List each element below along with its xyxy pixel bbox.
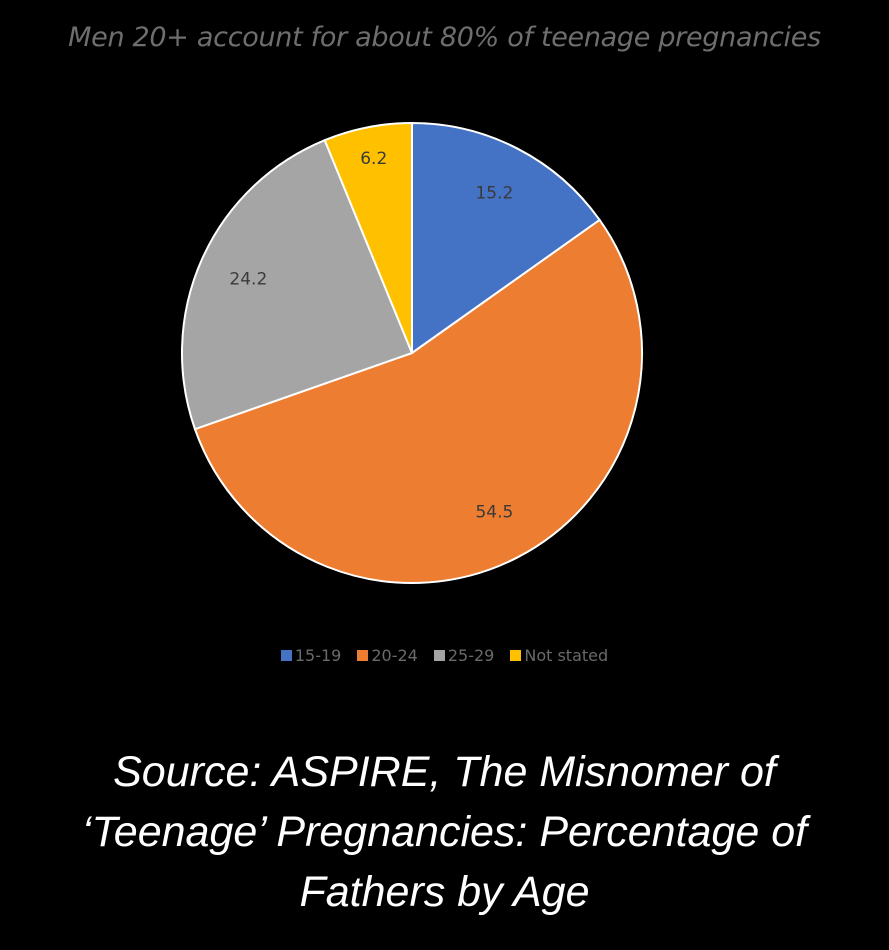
data-label-15-19: 15.2 — [475, 184, 513, 204]
legend-item-20-24: 20-24 — [357, 646, 418, 665]
source-line-3: Fathers by Age — [299, 868, 590, 916]
pie-slice-20-24 — [193, 218, 643, 584]
legend-label-not-stated: Not stated — [524, 646, 609, 665]
data-label-20-24: 54.5 — [475, 502, 513, 522]
legend-item-15-19: 15-19 — [280, 646, 342, 665]
legend-swatch-15-19 — [280, 650, 292, 661]
pie-slice-15-19 — [411, 121, 602, 355]
chart-title: Men 20+ account for about 80% of teenage… — [68, 22, 821, 53]
legend-swatch-25-29 — [433, 650, 445, 661]
pie-chart: 15.2 54.5 24.2 6.2 — [181, 121, 643, 584]
pie-slice-not-stated — [323, 121, 413, 354]
legend: 15-19 20-24 25-29 Not stated — [0, 646, 889, 665]
source-line-2: ‘Teenage’ Pregnancies: Percentage of — [81, 808, 808, 856]
legend-swatch-20-24 — [357, 650, 369, 661]
legend-label-20-24: 20-24 — [371, 646, 418, 665]
legend-label-25-29: 25-29 — [447, 646, 495, 665]
data-label-25-29: 24.2 — [229, 270, 267, 290]
data-label-not-stated: 6.2 — [360, 149, 387, 169]
legend-swatch-not-stated — [510, 650, 522, 661]
legend-label-15-19: 15-19 — [294, 646, 342, 665]
legend-item-not-stated: Not stated — [510, 646, 608, 665]
source-line-1: Source: ASPIRE, The Misnomer of — [113, 748, 776, 796]
source-caption: Source: ASPIRE, The Misnomer of ‘Teenage… — [0, 742, 889, 922]
pie-slice-25-29 — [181, 138, 414, 431]
legend-item-25-29: 25-29 — [433, 646, 495, 665]
